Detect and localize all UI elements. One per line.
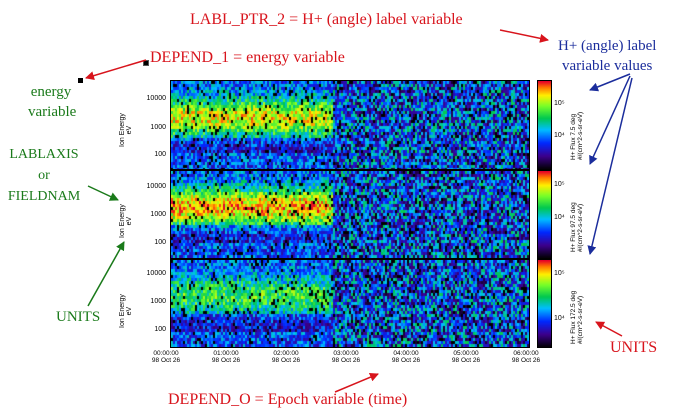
y-axis-label-2: Ion Energy eV <box>119 204 134 238</box>
x-tick-5: 05:00:00 98 Oct 26 <box>446 350 486 365</box>
x-tick-0: 00:00:00 98 Oct 26 <box>146 350 186 365</box>
x-tick-6: 06:00:00 98 Oct 26 <box>506 350 546 365</box>
depend-1-annotation: DEPEND_1 = energy variable <box>150 49 345 66</box>
lablaxis-line3: FIELDNAM <box>7 189 81 204</box>
depend-1-marker <box>143 60 149 66</box>
hplus-label-values-line2: variable values <box>562 58 653 74</box>
colorbar-label-1: H+ Flux 7.5 deg #/(cm^2-s-sr-eV) <box>570 112 584 160</box>
depend-0-annotation: DEPEND_O = Epoch variable (time) <box>168 391 408 408</box>
colorbar-label-3-line1: H+ Flux 172.5 deg <box>570 290 577 344</box>
y-tick-2-1000: 1000 <box>150 211 166 218</box>
lablaxis-line1: LABLAXIS <box>9 147 79 162</box>
colorbar-label-3: H+ Flux 172.5 deg #/(cm^2-s-sr-eV) <box>570 291 584 344</box>
lablaxis-annotation: LABLAXIS or FIELDNAM <box>4 144 84 207</box>
labl-ptr-annotation: LABL_PTR_2 = H+ (angle) label variable <box>190 11 463 28</box>
y-axis-label-2-line2: eV <box>126 216 134 226</box>
hplus-arrow-2 <box>589 75 631 165</box>
spectrogram-canvas-1 <box>171 81 529 169</box>
x-tick-1: 01:00:00 98 Oct 26 <box>206 350 246 365</box>
x-tick-4: 04:00:00 98 Oct 26 <box>386 350 426 365</box>
x-tick-6-time: 06:00:00 <box>513 350 539 357</box>
y-tick-3-10000: 10000 <box>146 270 166 277</box>
labl-ptr-arrow <box>499 29 549 43</box>
y-tick-1-10000: 10000 <box>146 95 166 102</box>
x-tick-1-time: 01:00:00 <box>213 350 239 357</box>
spectrogram-panel-3 <box>170 259 530 348</box>
units-right-annotation: UNITS <box>610 339 658 356</box>
colorbar-3 <box>537 259 552 348</box>
hplus-label-values-line1: H+ (angle) label <box>558 38 657 54</box>
spectrogram-canvas-3 <box>171 260 529 347</box>
y-axis-label-1-line1: Ion Energy <box>119 113 126 147</box>
colorbar-canvas-1 <box>538 81 551 169</box>
hplus-arrow-3 <box>587 77 633 255</box>
units-right-arrow <box>595 321 623 337</box>
y-tick-3-1000: 1000 <box>150 298 166 305</box>
x-tick-2: 02:00:00 98 Oct 26 <box>266 350 306 365</box>
cb-tick-3-1e4: 10⁴ <box>554 315 565 322</box>
x-tick-4-time: 04:00:00 <box>393 350 419 357</box>
y-axis-label-3: Ion Energy eV <box>119 294 134 328</box>
depend-0-arrow <box>334 372 379 393</box>
x-tick-2-time: 02:00:00 <box>273 350 299 357</box>
colorbar-label-2-line2: #/(cm^2-s-sr-eV) <box>577 203 585 252</box>
x-tick-6-date: 98 Oct 26 <box>511 357 541 365</box>
y-axis-label-3-line1: Ion Energy <box>119 294 126 328</box>
lablaxis-arrow <box>87 185 119 201</box>
spectrogram-panel-1 <box>170 80 530 170</box>
x-tick-2-date: 98 Oct 26 <box>271 357 301 365</box>
x-tick-3: 03:00:00 98 Oct 26 <box>326 350 366 365</box>
y-tick-3-100: 100 <box>154 326 166 333</box>
colorbar-label-2: H+ Flux 97.5 deg #/(cm^2-s-sr-eV) <box>570 202 584 252</box>
y-tick-1-1000: 1000 <box>150 124 166 131</box>
y-axis-label-1-line2: eV <box>126 125 134 135</box>
x-tick-5-time: 05:00:00 <box>453 350 479 357</box>
spectrogram-canvas-2 <box>171 171 529 258</box>
y-axis-label-2-line1: Ion Energy <box>119 204 126 238</box>
colorbar-label-3-line2: #/(cm^2-s-sr-eV) <box>577 295 585 344</box>
colorbar-canvas-3 <box>538 260 551 347</box>
cb-tick-2-1e5: 10⁵ <box>554 181 565 188</box>
depend-1-arrow <box>85 59 147 81</box>
colorbar-2 <box>537 170 552 259</box>
y-tick-2-10000: 10000 <box>146 183 166 190</box>
colorbar-label-1-line1: H+ Flux 7.5 deg <box>570 113 577 160</box>
colorbar-label-2-line1: H+ Flux 97.5 deg <box>570 202 577 252</box>
cb-tick-1-1e5: 10⁵ <box>554 100 565 107</box>
x-tick-1-date: 98 Oct 26 <box>211 357 241 365</box>
colorbar-label-1-line2: #/(cm^2-s-sr-eV) <box>577 111 585 160</box>
energy-marker <box>78 78 83 83</box>
units-left-annotation: UNITS <box>56 309 101 325</box>
hplus-label-values-annotation: H+ (angle) label variable values <box>558 36 656 76</box>
hplus-arrow-1 <box>589 73 631 92</box>
cb-tick-2-1e4: 10⁴ <box>554 214 565 221</box>
colorbar-1 <box>537 80 552 170</box>
spectrogram-panel-2 <box>170 170 530 259</box>
energy-variable-line2: variable <box>28 104 77 120</box>
x-tick-0-date: 98 Oct 26 <box>151 357 181 365</box>
colorbar-canvas-2 <box>538 171 551 258</box>
cb-tick-1-1e4: 10⁴ <box>554 132 565 139</box>
y-axis-label-3-line2: eV <box>126 306 134 316</box>
y-tick-1-100: 100 <box>154 151 166 158</box>
x-tick-5-date: 98 Oct 26 <box>451 357 481 365</box>
x-tick-3-date: 98 Oct 26 <box>331 357 361 365</box>
energy-variable-line1: energy <box>30 84 72 100</box>
lablaxis-line2: or <box>38 168 50 183</box>
y-tick-2-100: 100 <box>154 239 166 246</box>
cb-tick-3-1e5: 10⁵ <box>554 270 565 277</box>
x-tick-3-time: 03:00:00 <box>333 350 359 357</box>
energy-variable-annotation: energy variable <box>28 82 77 122</box>
y-axis-label-1: Ion Energy eV <box>119 113 134 147</box>
x-tick-4-date: 98 Oct 26 <box>391 357 421 365</box>
x-tick-0-time: 00:00:00 <box>153 350 179 357</box>
